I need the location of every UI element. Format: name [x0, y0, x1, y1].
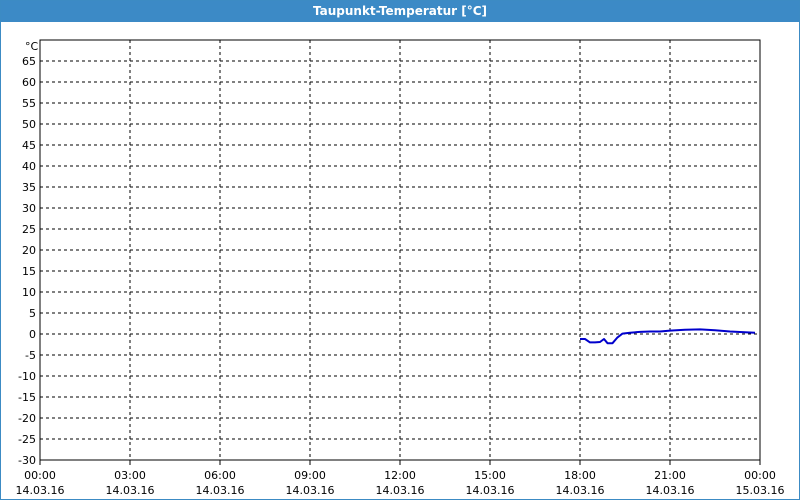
y-tick-label: 30 [22, 202, 36, 215]
x-tick-date: 14.03.16 [286, 484, 335, 497]
y-axis-unit-label: °C [25, 40, 39, 53]
y-tick-label: 60 [22, 76, 36, 89]
y-tick-label: 45 [22, 139, 36, 152]
y-tick-label: -30 [18, 454, 36, 467]
x-tick-time: 12:00 [384, 469, 416, 482]
y-tick-label: 35 [22, 181, 36, 194]
y-tick-label: 65 [22, 55, 36, 68]
y-tick-label: -15 [18, 391, 36, 404]
x-tick-date: 14.03.16 [646, 484, 695, 497]
x-tick-time: 15:00 [474, 469, 506, 482]
window-title: Taupunkt-Temperatur [°C] [1, 1, 799, 22]
y-tick-label: -20 [18, 412, 36, 425]
x-tick-date: 14.03.16 [376, 484, 425, 497]
y-axis: 65605550454035302520151050-5-10-15-20-25… [18, 55, 36, 467]
y-tick-label: -5 [25, 349, 36, 362]
y-tick-label: 40 [22, 160, 36, 173]
y-tick-label: 25 [22, 223, 36, 236]
x-tick-date: 15.03.16 [736, 484, 785, 497]
x-tick-date: 14.03.16 [106, 484, 155, 497]
x-tick-time: 03:00 [114, 469, 146, 482]
y-tick-label: 20 [22, 244, 36, 257]
x-tick-time: 18:00 [564, 469, 596, 482]
y-tick-label: 55 [22, 97, 36, 110]
y-tick-label: 0 [29, 328, 36, 341]
y-tick-label: 5 [29, 307, 36, 320]
y-tick-label: -25 [18, 433, 36, 446]
y-tick-label: 10 [22, 286, 36, 299]
x-tick-time: 06:00 [204, 469, 236, 482]
x-tick-date: 14.03.16 [196, 484, 245, 497]
x-tick-time: 00:00 [744, 469, 776, 482]
x-axis: 00:00 14.03.16 03:00 14.03.16 06:00 14.03.16 0… [16, 460, 785, 497]
y-tick-label: 50 [22, 118, 36, 131]
x-tick-date: 14.03.16 [556, 484, 605, 497]
x-tick-time: 09:00 [294, 469, 326, 482]
series-line [580, 328, 756, 345]
y-tick-label: -10 [18, 370, 36, 383]
x-tick-time: 21:00 [654, 469, 686, 482]
y-tick-label: 15 [22, 265, 36, 278]
grid-lines [40, 40, 760, 460]
series-group [580, 328, 756, 345]
x-tick-time: 00:00 [24, 469, 56, 482]
x-tick-date: 14.03.16 [16, 484, 65, 497]
x-tick-date: 14.03.16 [466, 484, 515, 497]
